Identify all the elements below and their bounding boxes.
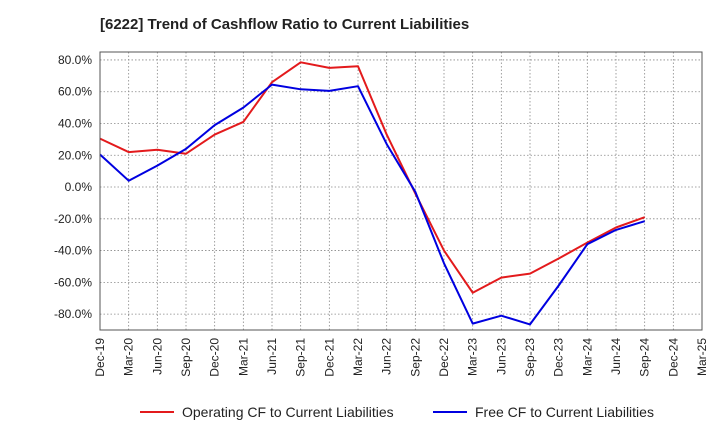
x-tick-label: Mar-20 <box>122 338 136 376</box>
legend-item-operating-cf: Operating CF to Current Liabilities <box>140 404 394 420</box>
x-tick-label: Dec-22 <box>437 338 451 377</box>
x-tick-label: Dec-21 <box>322 338 336 377</box>
x-tick-label: Jun-22 <box>380 338 394 375</box>
legend-label: Operating CF to Current Liabilities <box>182 404 394 420</box>
legend-label: Free CF to Current Liabilities <box>475 404 654 420</box>
x-tick-label: Mar-24 <box>580 338 594 376</box>
y-tick-label: 20.0% <box>58 148 92 162</box>
y-tick-label: -40.0% <box>54 244 92 258</box>
x-tick-label: Mar-25 <box>695 338 709 376</box>
grid-lines <box>100 52 702 330</box>
chart-title: [6222] Trend of Cashflow Ratio to Curren… <box>100 16 470 33</box>
x-tick-label: Sep-24 <box>638 338 652 377</box>
y-tick-label: 60.0% <box>58 85 92 99</box>
x-tick-label: Dec-24 <box>666 338 680 377</box>
x-tick-label: Mar-22 <box>351 338 365 376</box>
legend-swatch-red <box>140 411 174 413</box>
x-tick-label: Dec-20 <box>208 338 222 377</box>
y-tick-label: 80.0% <box>58 53 92 67</box>
x-tick-label: Mar-21 <box>236 338 250 376</box>
series-line-operating-cf <box>99 61 646 294</box>
x-tick-label: Jun-20 <box>150 338 164 375</box>
y-tick-label: -20.0% <box>54 212 92 226</box>
x-tick-label: Sep-22 <box>408 338 422 377</box>
legend-item-free-cf: Free CF to Current Liabilities <box>433 404 654 420</box>
plot-frame <box>99 51 703 331</box>
x-tick-label: Dec-23 <box>552 338 566 377</box>
x-tick-label: Sep-20 <box>179 338 193 377</box>
x-tick-label: Jun-23 <box>494 338 508 375</box>
x-tick-label: Sep-23 <box>523 338 537 377</box>
series-lines <box>99 61 646 326</box>
legend-swatch-blue <box>433 411 467 413</box>
x-tick-label: Mar-23 <box>466 338 480 376</box>
y-axis: 80.0% 60.0% 40.0% 20.0% 0.0% -20.0% -40.0% -60.… <box>54 53 92 321</box>
x-axis: Dec-19 Mar-20 Jun-20 Sep-20 Dec-20 Mar-21 Jun-… <box>93 338 709 377</box>
y-tick-label: 40.0% <box>58 116 92 130</box>
x-tick-label: Jun-21 <box>265 338 279 375</box>
x-tick-label: Jun-24 <box>609 338 623 375</box>
x-tick-label: Sep-21 <box>294 338 308 377</box>
y-tick-label: -80.0% <box>54 307 92 321</box>
y-tick-label: 0.0% <box>65 180 93 194</box>
legend: Operating CF to Current Liabilities Free… <box>0 404 720 426</box>
y-tick-label: -60.0% <box>54 275 92 289</box>
series-line-free-cf <box>99 83 645 326</box>
x-tick-label: Dec-19 <box>93 338 107 377</box>
